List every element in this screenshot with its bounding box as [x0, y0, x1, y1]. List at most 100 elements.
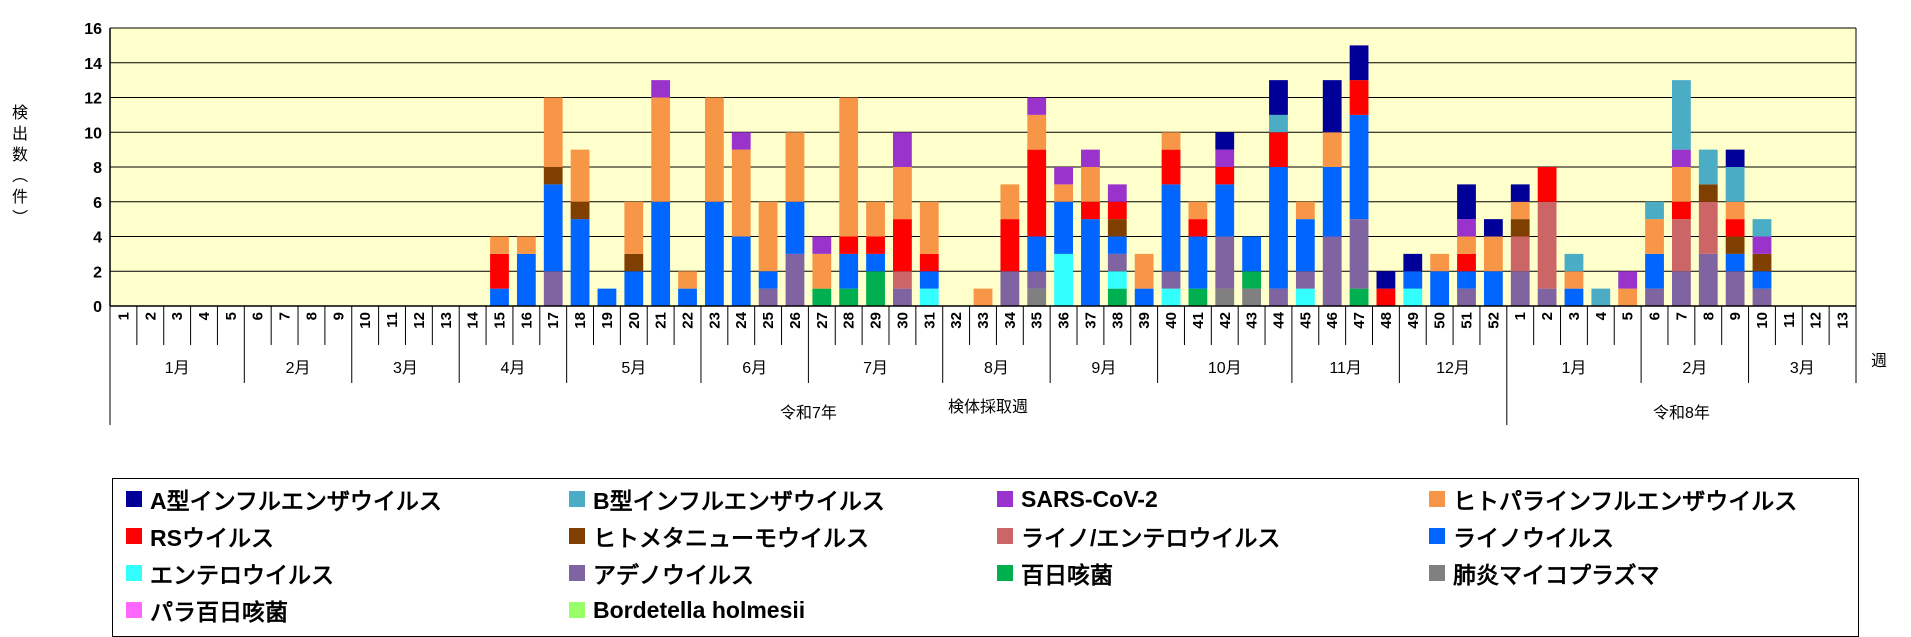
x-tick-label: 6: [250, 312, 267, 320]
legend-swatch: [126, 602, 142, 618]
legend-item: ヒトメタニューモウイルス: [569, 519, 869, 553]
bar-segment: [1537, 167, 1557, 202]
legend-swatch: [569, 528, 585, 544]
bar-segment: [919, 271, 939, 289]
bar-segment: [1081, 167, 1100, 202]
legend-item: エンテロウイルス: [126, 556, 334, 590]
bar-segment: [1322, 236, 1342, 306]
legend-item: ライノ/エンテロウイルス: [997, 519, 1280, 553]
bar-segment: [1698, 253, 1718, 306]
bar-segment: [1107, 288, 1127, 306]
y-axis-title-char: 件: [12, 188, 28, 206]
x-tick-label: 8: [303, 312, 320, 320]
bar-segment: [1725, 236, 1745, 254]
legend-item: 百日咳菌: [997, 556, 1113, 590]
bar-segment: [1698, 184, 1718, 202]
bar-segment: [1107, 236, 1127, 254]
bar-segment: [1457, 184, 1476, 220]
bar-segment: [1027, 271, 1047, 289]
legend-item: A型インフルエンザウイルス: [126, 482, 442, 516]
bar-segment: [919, 253, 939, 272]
year-label: 令和7年: [780, 404, 837, 422]
y-axis-title: 検出数 （ 件 ）: [10, 104, 28, 225]
bar-segment: [678, 271, 697, 289]
bar-segment: [1510, 184, 1530, 202]
month-label: 3月: [1790, 360, 1815, 377]
bar-segment: [1430, 271, 1450, 306]
bar-layer: [490, 45, 1772, 306]
bar-segment: [1457, 271, 1476, 289]
bar-segment: [516, 253, 536, 306]
bar-segment: [1349, 80, 1369, 115]
bar-segment: [1188, 219, 1208, 237]
bar-segment: [1107, 219, 1127, 237]
bar-segment: [1591, 288, 1611, 306]
bar-segment: [1510, 236, 1530, 272]
legend-label: ライノウイルス: [1453, 525, 1614, 551]
bar-segment: [1376, 288, 1396, 306]
month-label: 2月: [286, 360, 311, 377]
bar-segment: [893, 132, 912, 167]
x-tick-label: 27: [814, 312, 831, 329]
bar-segment: [1295, 288, 1315, 306]
bar-segment: [1510, 201, 1530, 220]
bar-segment: [1376, 271, 1396, 289]
bar-segment: [758, 288, 778, 306]
y-tick-label: 12: [84, 91, 102, 108]
bar-segment: [919, 201, 939, 254]
bar-segment: [973, 288, 993, 306]
bar-segment: [1671, 219, 1691, 272]
x-tick-label: 41: [1190, 312, 1207, 329]
bar-segment: [812, 253, 832, 289]
x-tick-label: 38: [1109, 312, 1126, 329]
month-label: 4月: [500, 360, 525, 377]
x-tick-label: 2: [142, 312, 159, 320]
month-label: 6月: [742, 360, 767, 377]
y-tick-label: 8: [93, 160, 102, 177]
legend-swatch: [1429, 491, 1445, 507]
bar-segment: [1188, 236, 1208, 289]
bar-segment: [1161, 132, 1181, 150]
bar-segment: [651, 97, 671, 202]
bar-segment: [1107, 253, 1127, 272]
bar-segment: [1242, 271, 1262, 289]
bar-segment: [1671, 271, 1691, 306]
bar-segment: [1134, 288, 1154, 306]
bar-segment: [1349, 114, 1369, 220]
x-tick-label: 22: [680, 312, 697, 329]
bar-segment: [785, 132, 805, 202]
x-tick-label: 2: [1539, 312, 1556, 320]
bar-segment: [1027, 114, 1047, 150]
y-tick-label: 14: [84, 56, 102, 73]
legend-label: アデノウイルス: [593, 562, 754, 588]
x-tick-label: 37: [1082, 312, 1099, 329]
x-tick-label: 49: [1405, 312, 1422, 329]
bar-segment: [1752, 253, 1772, 272]
x-tick-label: 11: [1781, 312, 1798, 328]
bar-segment: [866, 201, 885, 237]
bar-segment: [731, 236, 751, 306]
legend-swatch: [569, 602, 585, 618]
bar-segment: [866, 253, 885, 272]
bar-segment: [1349, 219, 1369, 289]
bar-segment: [1322, 132, 1342, 167]
bar-segment: [1483, 219, 1503, 237]
x-tick-label: 13: [1835, 312, 1852, 329]
bar-segment: [1269, 114, 1288, 133]
bar-segment: [1054, 201, 1073, 254]
bar-segment: [839, 236, 859, 254]
bar-segment: [1457, 236, 1476, 254]
bar-segment: [570, 201, 590, 220]
bar-segment: [1645, 219, 1664, 254]
bar-segment: [1645, 288, 1664, 306]
bar-segment: [1537, 201, 1557, 289]
bar-segment: [1269, 167, 1288, 289]
year-label: 令和8年: [1653, 404, 1710, 422]
bar-segment: [1698, 149, 1718, 185]
x-tick-label: 10: [1754, 312, 1771, 329]
bar-segment: [1027, 236, 1047, 272]
x-tick-label: 50: [1432, 312, 1449, 329]
bar-segment: [1134, 253, 1154, 289]
x-tick-label: 19: [599, 312, 616, 329]
